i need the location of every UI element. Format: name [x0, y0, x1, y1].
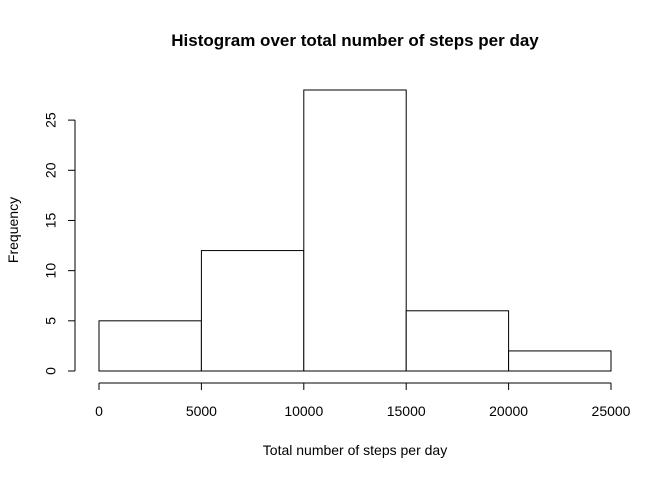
x-axis-label: Total number of steps per day — [263, 442, 447, 458]
x-tick-label-2: 10000 — [284, 403, 323, 419]
chart-title: Histogram over total number of steps per… — [171, 31, 539, 50]
y-tick-label-0: 0 — [43, 367, 59, 375]
y-tick-label-4: 20 — [43, 162, 59, 178]
y-tick-label-1: 5 — [43, 317, 59, 325]
histogram-bar-4 — [508, 350, 612, 372]
y-axis-label: Frequency — [5, 197, 21, 263]
histogram-bar-2 — [303, 89, 407, 372]
y-tick-label-3: 15 — [43, 212, 59, 228]
x-tick-label-0: 0 — [95, 403, 103, 419]
y-tick-label-5: 25 — [43, 112, 59, 128]
x-tick-label-3: 15000 — [387, 403, 426, 419]
x-axis: 0 5000 10000 15000 20000 25000 — [95, 382, 631, 419]
bars-group — [98, 89, 612, 372]
y-axis: 0 5 10 15 20 25 — [43, 112, 76, 375]
x-tick-label-5: 25000 — [592, 403, 631, 419]
histogram-bar-3 — [405, 310, 510, 372]
x-tick-label-1: 5000 — [186, 403, 217, 419]
y-tick-label-2: 10 — [43, 263, 59, 279]
x-tick-label-4: 20000 — [489, 403, 528, 419]
histogram-bar-0 — [98, 320, 202, 372]
histogram-bar-1 — [200, 250, 305, 372]
